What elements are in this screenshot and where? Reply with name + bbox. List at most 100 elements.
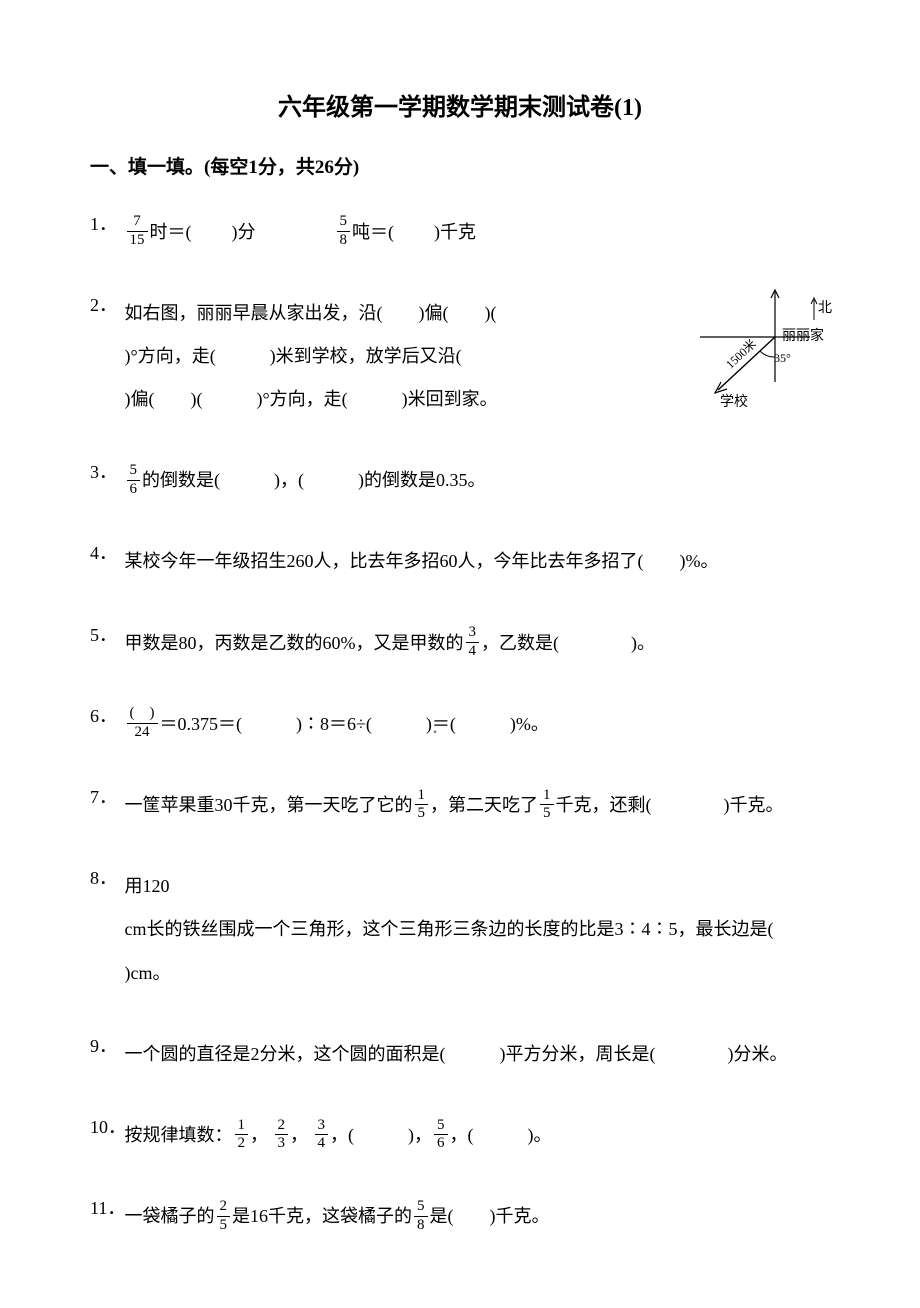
frac-den: 8 <box>414 1217 428 1234</box>
frac-num: 1 <box>540 788 554 806</box>
frac-num: 7 <box>127 214 148 232</box>
q10-c1: ， <box>250 1125 268 1145</box>
q4-number: 4． <box>90 540 120 567</box>
q2-line2: )°方向，走( )米到学校，放学后又沿( <box>125 346 498 366</box>
q5-body: 甲数是80，丙数是乙数的60%，又是甲数的 3 4 ，乙数是( )。 <box>125 622 815 665</box>
q8-line2: cm长的铁丝围成一个三角形，这个三角形三条边的长度的比是3∶4∶5，最长边是( <box>125 919 774 939</box>
q5-text2: ，乙数是( )。 <box>481 633 655 653</box>
q11-text1: 一袋橘子的 <box>125 1206 215 1226</box>
q10-text3: ，( )。 <box>450 1125 552 1145</box>
q9-number: 9． <box>90 1033 120 1060</box>
fraction-5-8: 5 8 <box>414 1199 428 1234</box>
north-label: 北 <box>818 300 832 316</box>
q8-body: 用120 cm长的铁丝围成一个三角形，这个三角形三条边的长度的比是3∶4∶5，最… <box>125 865 815 995</box>
frac-den: 4 <box>466 643 480 660</box>
fraction-5-6: 5 6 <box>434 1118 448 1153</box>
q11-text2: 是16千克，这袋橘子的 <box>232 1206 412 1226</box>
frac-den: 24 <box>127 724 158 741</box>
q4-body: 某校今年一年级招生260人，比去年多招60人，今年比去年多招了( )%。 <box>125 540 815 583</box>
frac-den: 4 <box>315 1135 329 1152</box>
frac-num: 3 <box>315 1118 329 1136</box>
question-4: 4． 某校今年一年级招生260人，比去年多招60人，今年比去年多招了( )%。 <box>90 540 830 583</box>
q7-number: 7． <box>90 784 120 811</box>
q10-text1: 按规律填数： <box>125 1125 233 1145</box>
school-label: 学校 <box>720 393 748 410</box>
fraction-7-15: 7 15 <box>127 214 148 249</box>
q1-number: 1． <box>90 211 120 238</box>
fraction-1-5b: 1 5 <box>540 788 554 823</box>
q10-text2: ，( )， <box>330 1125 432 1145</box>
fraction-1-2: 1 2 <box>235 1118 249 1153</box>
fraction-2-5: 2 5 <box>217 1199 231 1234</box>
frac-num: 5 <box>127 463 141 481</box>
q6-text: ＝0.375＝( )∶8＝6÷( )＝( )%。 <box>160 714 549 734</box>
q8-number: 8． <box>90 865 120 892</box>
q2-line3: )偏( )( )°方向，走( )米回到家。 <box>125 389 498 409</box>
frac-num: 1 <box>415 788 429 806</box>
q7-text3: 千克，还剩( )千克。 <box>556 795 784 815</box>
q5-text1: 甲数是80，丙数是乙数的60%，又是甲数的 <box>125 633 464 653</box>
center-marker-icon: ▪ <box>430 721 440 745</box>
question-7: 7． 一筐苹果重30千克，第一天吃了它的 1 5 ，第二天吃了 1 5 千克，还… <box>90 784 830 827</box>
frac-den: 2 <box>235 1135 249 1152</box>
question-1: 1． 7 15 时＝( )分 5 8 吨＝( )千克 <box>90 211 830 254</box>
fraction-1-5a: 1 5 <box>415 788 429 823</box>
frac-den: 15 <box>127 232 148 249</box>
q1-text1b: )分 <box>232 222 256 242</box>
frac-den: 5 <box>415 805 429 822</box>
frac-den: 5 <box>217 1217 231 1234</box>
q6-body: ( ) 24 ＝0.375＝( )∶8＝6÷( )＝( )%。 ▪ <box>125 703 815 746</box>
fraction-3-4: 3 4 <box>315 1118 329 1153</box>
q1-text2a: 吨＝( <box>352 222 394 242</box>
q7-body: 一筐苹果重30千克，第一天吃了它的 1 5 ，第二天吃了 1 5 千克，还剩( … <box>125 784 815 827</box>
frac-num: 1 <box>235 1118 249 1136</box>
q11-text3: 是( )千克。 <box>430 1206 550 1226</box>
frac-den: 8 <box>337 232 351 249</box>
q1-text2b: )千克 <box>434 222 476 242</box>
q6-number: 6． <box>90 703 120 730</box>
q3-text: 的倒数是( )，( )的倒数是0.35。 <box>142 470 485 490</box>
frac-num: 5 <box>337 214 351 232</box>
section-1-heading: 一、填一填。(每空1分，共26分) <box>90 154 830 183</box>
distance-label: 1500米 <box>723 336 759 371</box>
q10-c2: ， <box>290 1125 308 1145</box>
fraction-2-3: 2 3 <box>275 1118 289 1153</box>
q1-text1a: 时＝( <box>150 222 192 242</box>
fraction-5-8: 5 8 <box>337 214 351 249</box>
q11-number: 11． <box>90 1195 120 1222</box>
frac-den: 3 <box>275 1135 289 1152</box>
angle-label: 35° <box>774 351 791 365</box>
frac-num: 2 <box>217 1199 231 1217</box>
question-3: 3． 5 6 的倒数是( )，( )的倒数是0.35。 <box>90 459 830 502</box>
frac-num: 2 <box>275 1118 289 1136</box>
q7-text1: 一筐苹果重30千克，第一天吃了它的 <box>125 795 413 815</box>
fraction-3-4: 3 4 <box>466 625 480 660</box>
q2-number: 2． <box>90 292 120 319</box>
home-label: 丽丽家 <box>782 327 824 344</box>
frac-num: 5 <box>414 1199 428 1217</box>
frac-num: ( ) <box>127 706 158 724</box>
q3-number: 3． <box>90 459 120 486</box>
q2-line1: 如右图，丽丽早晨从家出发，沿( )偏( )( <box>125 303 533 323</box>
q10-number: 10． <box>90 1114 120 1141</box>
fraction-5-6: 5 6 <box>127 463 141 498</box>
q8-line1: 用120 <box>125 876 170 896</box>
frac-num: 3 <box>466 625 480 643</box>
frac-den: 5 <box>540 805 554 822</box>
frac-den: 6 <box>127 481 141 498</box>
q5-number: 5． <box>90 622 120 649</box>
q2-body: 如右图，丽丽早晨从家出发，沿( )偏( )( )°方向，走( )米到学校，放学后… <box>125 292 575 422</box>
q3-body: 5 6 的倒数是( )，( )的倒数是0.35。 <box>125 459 815 502</box>
question-2: 2． 如右图，丽丽早晨从家出发，沿( )偏( )( )°方向，走( )米到学校，… <box>90 292 830 422</box>
question-10: 10． 按规律填数： 1 2 ， 2 3 ， 3 4 ，( )， 5 6 ，( … <box>90 1114 830 1157</box>
frac-num: 5 <box>434 1118 448 1136</box>
q10-body: 按规律填数： 1 2 ， 2 3 ， 3 4 ，( )， 5 6 ，( )。 <box>125 1114 815 1157</box>
question-6: 6． ( ) 24 ＝0.375＝( )∶8＝6÷( )＝( )%。 ▪ <box>90 703 830 746</box>
fraction-blank-24: ( ) 24 <box>127 706 158 741</box>
q8-line3: )cm。 <box>125 963 171 983</box>
question-9: 9． 一个圆的直径是2分米，这个圆的面积是( )平方分米，周长是( )分米。 <box>90 1033 830 1076</box>
q11-body: 一袋橘子的 2 5 是16千克，这袋橘子的 5 8 是( )千克。 <box>125 1195 815 1238</box>
frac-den: 6 <box>434 1135 448 1152</box>
q1-body: 7 15 时＝( )分 5 8 吨＝( )千克 <box>125 211 815 254</box>
question-11: 11． 一袋橘子的 2 5 是16千克，这袋橘子的 5 8 是( )千克。 <box>90 1195 830 1238</box>
